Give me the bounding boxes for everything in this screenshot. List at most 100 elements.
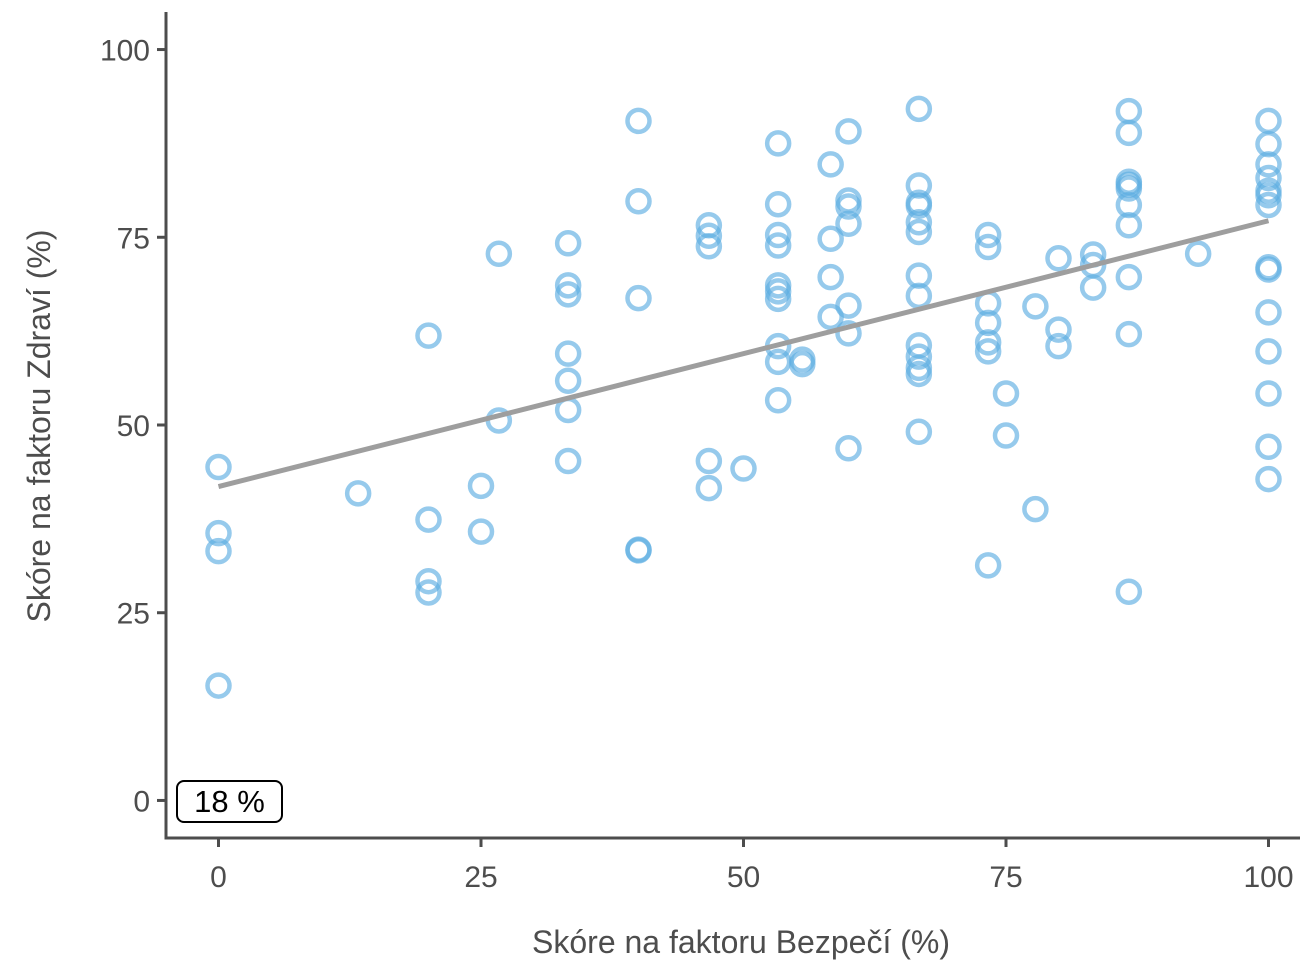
- data-point: [1255, 107, 1282, 135]
- data-point: [974, 233, 1002, 261]
- data-point: [974, 221, 1002, 249]
- x-axis-ticks: 0 25 50 75 100: [210, 838, 1294, 894]
- data-point: [905, 418, 933, 446]
- data-point: [554, 272, 582, 299]
- data-point: [467, 518, 495, 545]
- data-point: [1115, 263, 1143, 291]
- x-tick-label: 50: [727, 861, 760, 894]
- data-point: [992, 380, 1020, 407]
- y-tick-label: 100: [100, 35, 150, 68]
- data-point: [1045, 245, 1072, 272]
- data-point: [1255, 380, 1282, 407]
- data-point: [1255, 191, 1282, 219]
- data-point: [1115, 175, 1143, 202]
- data-point: [789, 350, 816, 378]
- data-point: [730, 455, 757, 482]
- data-point: [625, 536, 652, 563]
- y-tick-label: 75: [117, 222, 150, 255]
- data-point: [992, 422, 1020, 449]
- data-point: [905, 218, 933, 246]
- data-point: [554, 281, 582, 308]
- data-point: [554, 230, 582, 257]
- data-point: [764, 130, 792, 157]
- x-tick-label: 0: [210, 861, 227, 894]
- data-point: [1255, 433, 1282, 461]
- data-point: [1255, 299, 1282, 326]
- data-point: [1045, 332, 1072, 360]
- data-point: [817, 263, 844, 291]
- data-point: [817, 225, 844, 253]
- annotation-label: 18 %: [194, 784, 265, 819]
- data-point: [835, 435, 862, 462]
- y-tick-label: 50: [117, 410, 150, 443]
- data-point: [695, 222, 723, 250]
- data-point: [764, 221, 792, 249]
- data-point: [415, 322, 442, 349]
- trend-line: [217, 218, 1270, 489]
- y-axis-ticks: 0 25 50 75 100: [100, 35, 166, 818]
- data-point: [554, 367, 582, 394]
- data-point: [1045, 316, 1072, 343]
- data-point: [835, 292, 862, 319]
- data-point: [905, 343, 933, 370]
- data-point: [764, 348, 792, 376]
- data-point: [835, 118, 862, 145]
- data-point: [695, 474, 723, 502]
- data-point: [625, 284, 652, 312]
- data-point: [1115, 578, 1143, 605]
- data-point: [1079, 274, 1107, 301]
- data-point: [974, 552, 1002, 579]
- data-point: [1115, 119, 1143, 147]
- data-point: [905, 209, 933, 236]
- x-axis-title: Skóre na faktoru Bezpečí (%): [532, 924, 950, 960]
- data-point: [695, 233, 723, 260]
- data-point: [1115, 320, 1143, 348]
- data-point: [205, 453, 232, 481]
- data-point: [764, 278, 792, 305]
- annotation-box: [176, 780, 283, 823]
- data-point: [625, 187, 652, 215]
- data-point: [817, 151, 844, 178]
- data-point: [764, 386, 792, 414]
- x-tick-label: 100: [1243, 861, 1293, 894]
- data-point: [625, 107, 652, 135]
- data-point: [205, 672, 232, 699]
- data-point: [695, 447, 723, 475]
- data-point: [1115, 97, 1143, 125]
- data-point: [415, 506, 442, 533]
- data-point: [1255, 164, 1282, 192]
- data-point: [905, 95, 933, 123]
- y-tick-label: 0: [133, 785, 150, 818]
- data-point: [415, 579, 442, 606]
- data-point: [467, 472, 495, 500]
- data-point: [1255, 181, 1282, 209]
- data-point: [205, 519, 232, 547]
- x-tick-label: 75: [989, 861, 1022, 894]
- data-point: [974, 329, 1002, 356]
- data-point: [974, 309, 1002, 337]
- data-point: [835, 193, 862, 220]
- data-point: [1022, 293, 1049, 320]
- data-point: [974, 338, 1002, 365]
- data-point: [554, 340, 582, 367]
- data-point: [1255, 256, 1282, 283]
- annotation-badge: 18 %: [176, 780, 283, 823]
- data-point: [835, 210, 862, 238]
- data-point: [344, 480, 372, 507]
- data-point: [1255, 151, 1282, 178]
- data-point: [1255, 465, 1282, 493]
- data-point: [905, 360, 933, 388]
- data-point: [1184, 240, 1212, 268]
- data-point: [1022, 495, 1049, 523]
- data-point: [764, 190, 792, 218]
- x-tick-label: 25: [464, 861, 497, 894]
- data-point: [905, 192, 933, 219]
- y-tick-label: 25: [117, 598, 150, 631]
- data-point: [764, 285, 792, 313]
- y-axis-title: Skóre na faktoru Zdraví (%): [21, 229, 57, 622]
- data-point: [205, 537, 232, 565]
- data-point: [415, 567, 442, 595]
- data-point: [1115, 212, 1143, 239]
- data-point: [835, 320, 862, 347]
